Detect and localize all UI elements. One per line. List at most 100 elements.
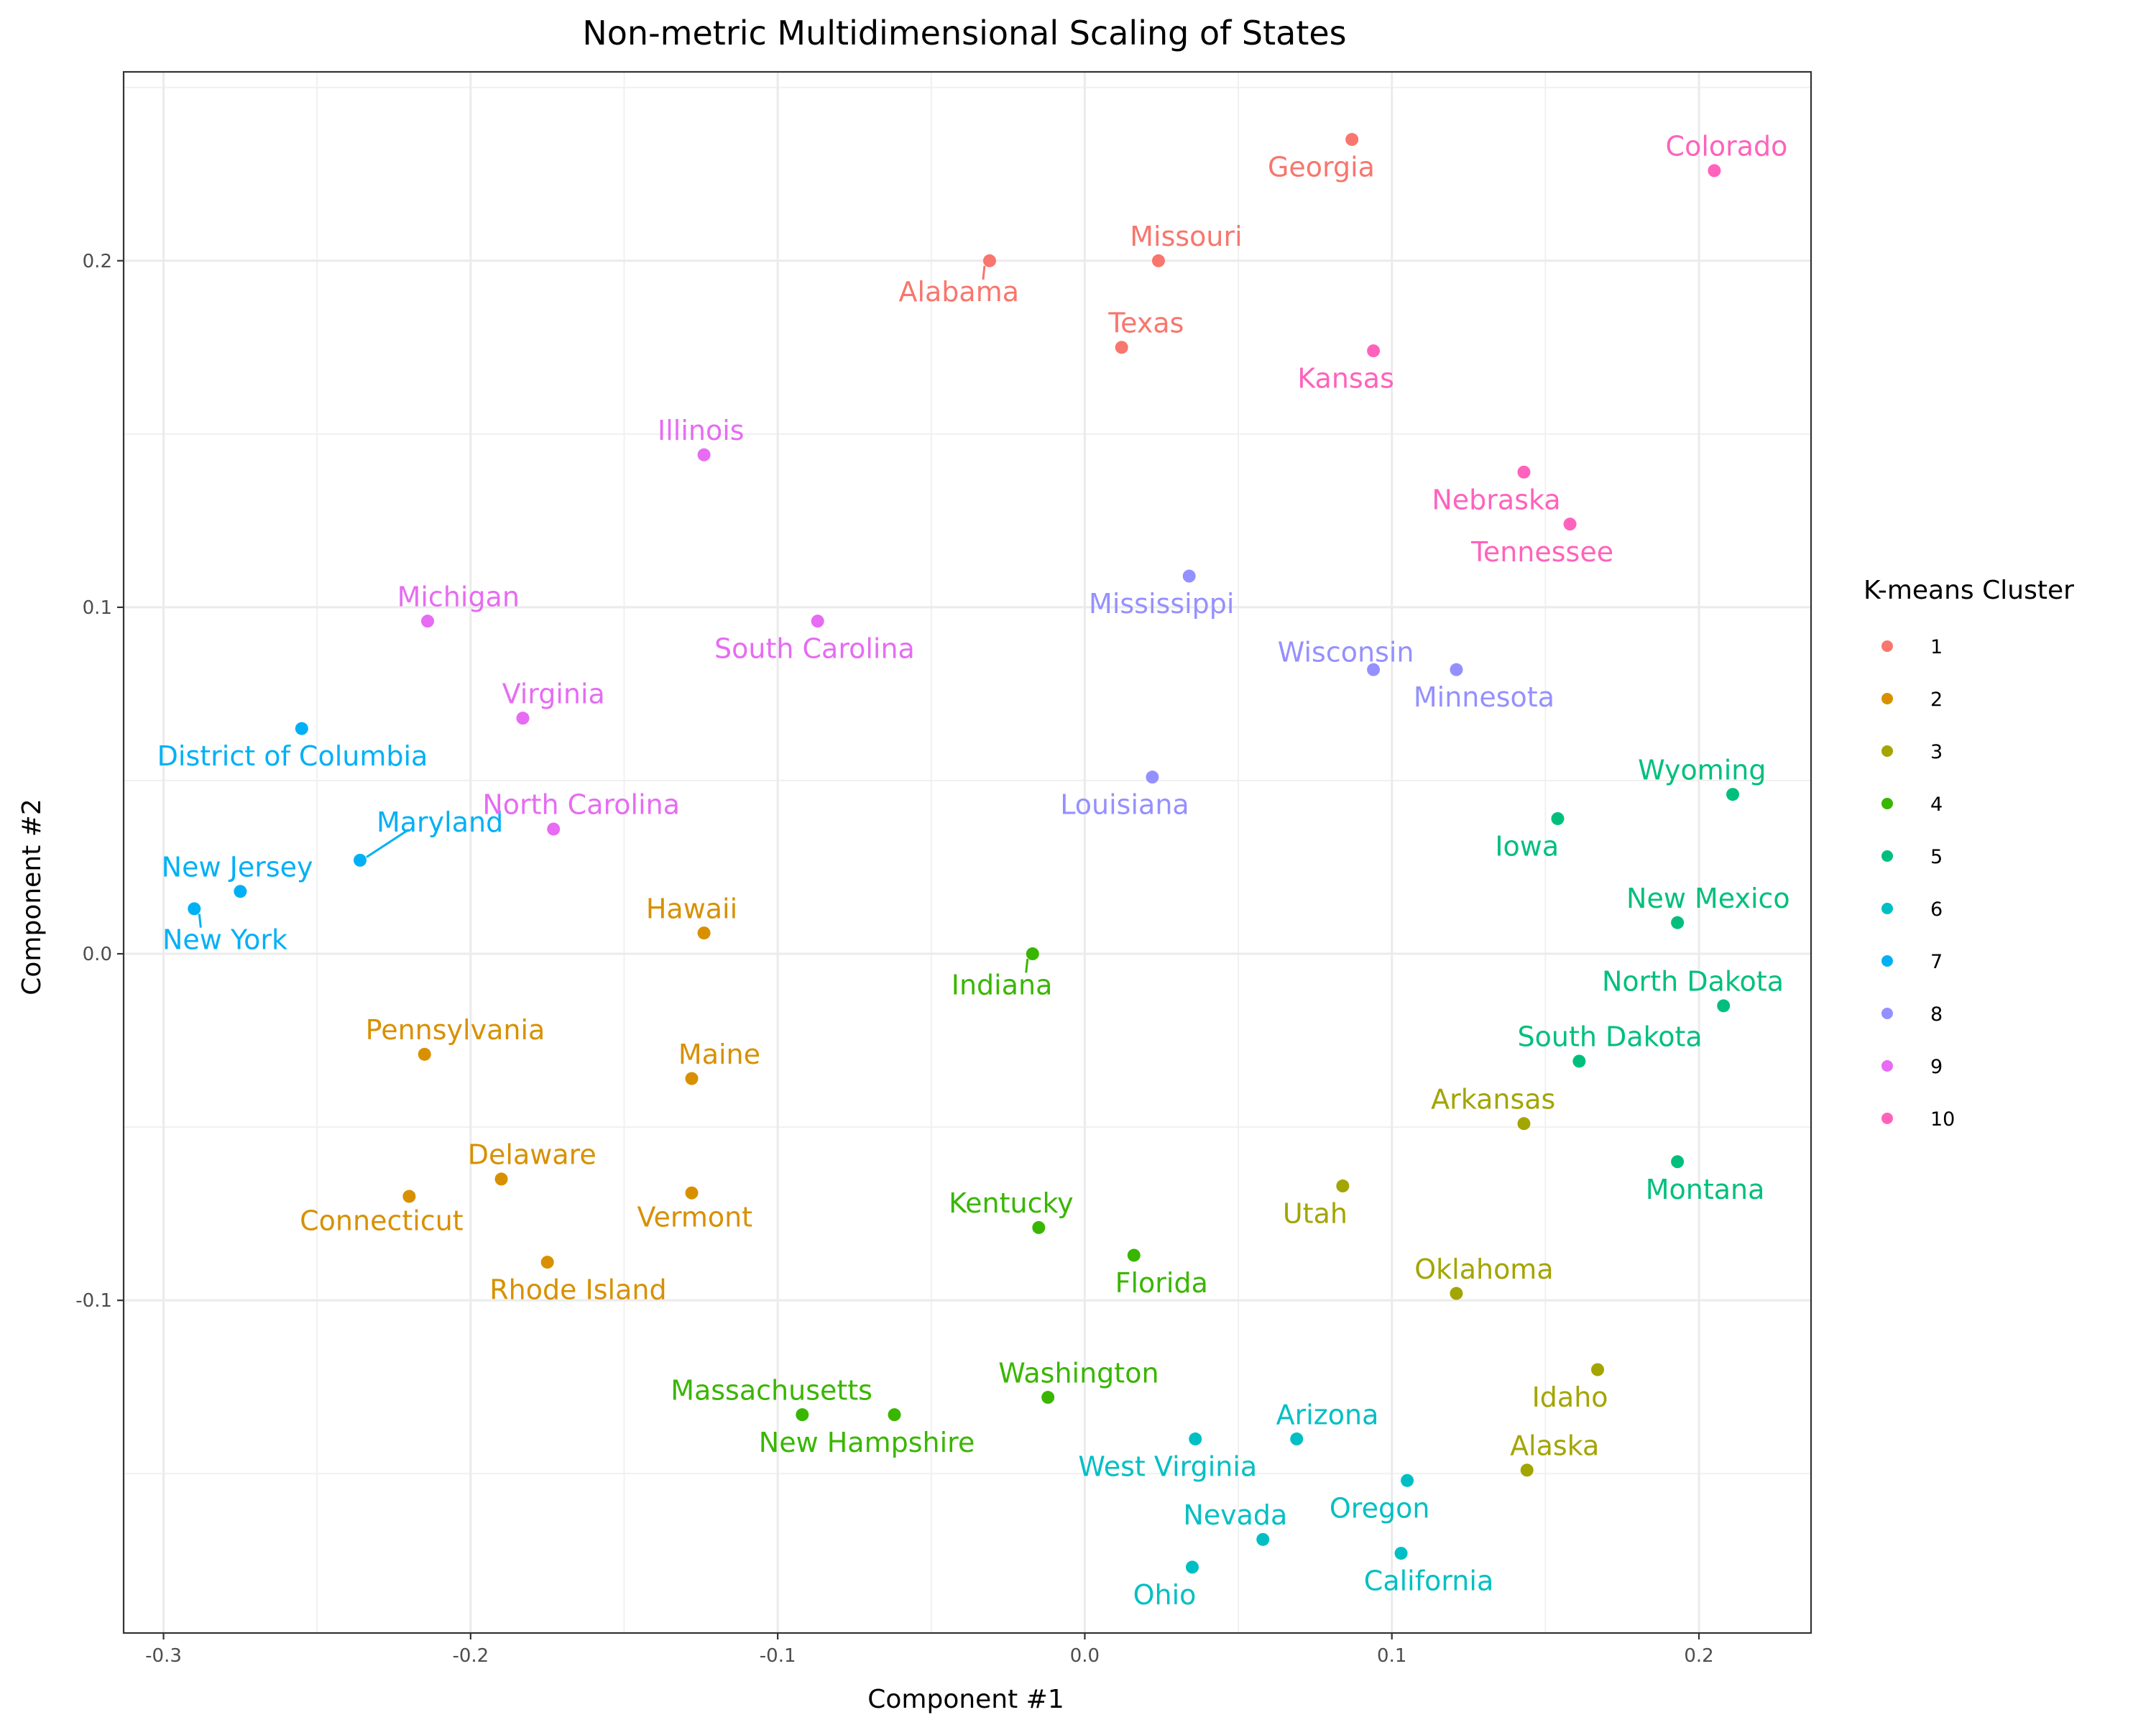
data-point — [685, 1072, 699, 1085]
x-tick-label: 0.2 — [1684, 1645, 1713, 1667]
point-label: New Mexico — [1626, 883, 1790, 914]
data-point — [1517, 1117, 1531, 1131]
data-point — [1151, 254, 1165, 267]
point-label: Illinois — [658, 415, 745, 446]
data-point — [1115, 341, 1128, 354]
point-label: Maryland — [377, 806, 503, 838]
legend-label: 3 — [1930, 741, 1943, 763]
data-point — [1517, 465, 1531, 479]
data-point — [888, 1408, 901, 1422]
point-label: Pennsylvania — [366, 1014, 545, 1046]
point-label: Tennessee — [1470, 536, 1613, 568]
data-point — [982, 254, 996, 267]
point-label: New Jersey — [162, 851, 313, 883]
leader-line — [198, 914, 202, 928]
point-label: Colorado — [1666, 131, 1788, 162]
x-tick-label: 0.0 — [1070, 1645, 1100, 1667]
data-point — [494, 1172, 508, 1186]
legend-key — [1881, 640, 1893, 652]
data-point — [1708, 164, 1721, 178]
legend-label: 2 — [1930, 689, 1943, 711]
point-label: Utah — [1283, 1198, 1348, 1230]
data-point — [1572, 1054, 1586, 1068]
legend-key — [1881, 955, 1893, 967]
plot-panel: Georgia Missouri Alabama Texas Hawaii Pennsyl… — [122, 70, 1812, 1634]
data-point — [1345, 133, 1359, 147]
data-point — [1671, 916, 1685, 929]
point-label: Ohio — [1133, 1579, 1197, 1611]
point-label: Minnesota — [1414, 681, 1554, 713]
point-label: Kansas — [1297, 363, 1394, 395]
data-point — [1182, 569, 1196, 583]
data-point — [1127, 1248, 1141, 1262]
point-label: Connecticut — [300, 1205, 464, 1236]
point-label: Arizona — [1276, 1399, 1379, 1430]
data-point — [234, 885, 247, 898]
legend-label: 5 — [1930, 846, 1943, 868]
chart-title: Non-metric Multidimensional Scaling of S… — [582, 14, 1346, 52]
legend: K-means Cluster 1 2 3 4 5 6 7 8 9 10 — [1864, 576, 2074, 1131]
data-point — [811, 615, 824, 628]
point-label: Delaware — [468, 1139, 596, 1171]
point-label: Arkansas — [1431, 1084, 1555, 1116]
point-label: Hawaii — [646, 893, 737, 924]
point-label: California — [1364, 1565, 1493, 1597]
data-point — [1450, 1287, 1463, 1300]
y-tick-label: 0.0 — [83, 944, 112, 965]
legend-key — [1881, 745, 1893, 757]
leader-line — [1025, 958, 1029, 973]
y-tick-label: 0.2 — [83, 251, 112, 272]
point-label: Massachusetts — [671, 1375, 872, 1407]
data-point — [421, 615, 435, 628]
data-point — [1189, 1432, 1202, 1446]
data-point — [697, 448, 711, 461]
point-label: Nebraska — [1432, 484, 1560, 515]
data-point — [1671, 1155, 1685, 1169]
data-point — [685, 1186, 699, 1200]
data-points — [188, 133, 1740, 1574]
legend-key — [1881, 1008, 1893, 1019]
data-point — [1563, 518, 1577, 531]
data-point — [1394, 1547, 1408, 1560]
legend-key — [1881, 693, 1893, 704]
y-tick-label: 0.1 — [83, 597, 112, 619]
data-point — [1726, 788, 1740, 801]
point-label: Michigan — [397, 581, 520, 612]
data-point — [1591, 1363, 1605, 1376]
legend-label: 7 — [1930, 951, 1943, 973]
point-label: Alabama — [898, 276, 1019, 308]
point-label: Oregon — [1330, 1492, 1430, 1524]
data-point — [1450, 663, 1463, 676]
x-tick-label: 0.1 — [1377, 1645, 1406, 1667]
legend-items: 1 2 3 4 5 6 7 8 9 10 — [1881, 636, 1955, 1131]
legend-label: 10 — [1930, 1108, 1955, 1131]
point-label: Washington — [998, 1357, 1158, 1389]
point-label: Louisiana — [1060, 789, 1189, 821]
point-label: Wisconsin — [1278, 637, 1414, 668]
data-point — [1041, 1391, 1055, 1404]
point-labels: Georgia Missouri Alabama Texas Hawaii Pennsyl… — [157, 131, 1790, 1611]
y-tick-label: -0.1 — [75, 1290, 112, 1312]
leader-line — [982, 265, 986, 280]
point-label: Missouri — [1130, 221, 1242, 252]
y-axis: -0.1 0.0 0.1 0.2 — [75, 251, 124, 1312]
data-point — [188, 902, 201, 916]
data-point — [547, 822, 561, 836]
point-label: Idaho — [1532, 1381, 1608, 1413]
grid-minor — [124, 72, 1811, 1633]
legend-key — [1881, 1060, 1893, 1072]
data-point — [295, 722, 308, 735]
point-label: Vermont — [637, 1201, 752, 1233]
label-leader-lines — [198, 265, 1029, 973]
y-axis-title: Component #2 — [17, 799, 47, 995]
data-point — [1520, 1463, 1534, 1477]
point-label: Iowa — [1495, 831, 1559, 862]
point-label: Mississippi — [1089, 588, 1234, 620]
legend-label: 9 — [1930, 1056, 1943, 1078]
point-label: Wyoming — [1638, 754, 1766, 786]
point-label: Texas — [1107, 308, 1184, 339]
x-tick-label: -0.3 — [145, 1645, 182, 1667]
data-point — [1401, 1473, 1414, 1487]
legend-key — [1881, 850, 1893, 862]
